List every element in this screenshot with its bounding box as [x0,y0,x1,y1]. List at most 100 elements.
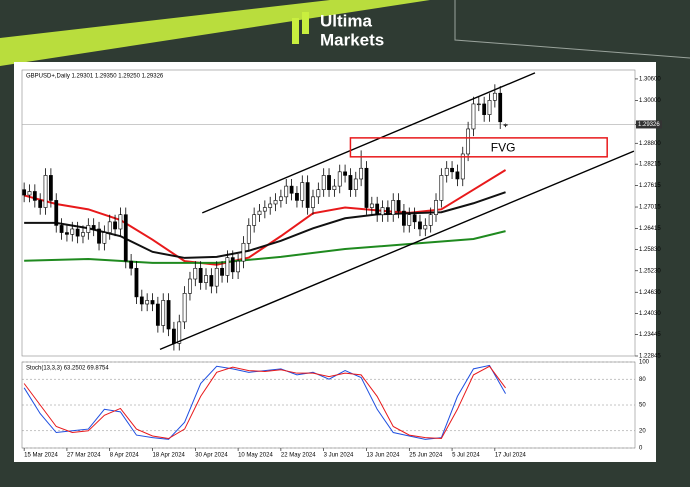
x-tick-label: 17 Jul 2024 [495,453,527,459]
brand: Markets [320,30,384,49]
candle-body [193,267,198,280]
x-tick-label: 22 May 2024 [281,453,316,459]
y-tick-label: 1.28800 [639,141,661,147]
candle-body [423,225,428,230]
y-tick-label: 1.29326 [638,122,660,128]
fvg-label: FVG [491,141,516,155]
candle-body [295,192,299,201]
y-tick-label: 1.26415 [639,226,661,232]
candle-body [214,267,219,287]
price-tag [636,120,662,129]
candle-body [369,203,374,208]
candle-body [434,200,438,215]
candle-body [161,300,166,326]
candle-body [22,189,27,196]
y-tick-label: 1.27615 [639,183,661,189]
candle-body [198,267,203,283]
candle-body [134,267,139,298]
candle-body [402,210,406,226]
x-tick-label: 3 Jun 2024 [324,453,354,459]
candle-body [375,203,380,215]
candle-body [145,300,150,305]
candle-body [91,225,96,230]
y-tick-label: 1.25830 [639,247,661,253]
candle-body [252,214,257,226]
candle-body [182,292,187,323]
x-tick-label: 13 Jun 2024 [366,453,400,459]
x-tick-label: 27 Mar 2024 [67,453,101,459]
candle-body [476,103,481,106]
accent-stripe [0,0,430,66]
brand: Ultima [320,11,373,30]
stoch-line [23,364,506,440]
candle-body [460,153,465,180]
candle-body [311,196,315,208]
candle-body [412,214,417,223]
candle-body [129,260,134,269]
chart-panel [14,62,656,462]
candle-body [81,232,85,237]
fvg-zone [349,137,608,158]
candle-body [107,221,112,233]
candle-body [139,296,144,305]
candle-body [273,200,278,205]
candle-body [316,189,321,198]
y-tick-label: 1.28215 [639,162,661,168]
candle-body [118,214,123,230]
candle-body [482,103,487,115]
candle-body [38,200,43,208]
candle-body [54,200,59,226]
candle-body [385,207,390,215]
candle-body [418,221,422,230]
x-tick-label: 15 Mar 2024 [24,453,58,459]
x-tick-label: 18 Apr 2024 [153,453,186,459]
candle-body [102,232,107,244]
x-tick-label: 10 May 2024 [238,453,273,459]
candle-body [278,196,283,201]
candle-body [188,278,192,294]
candle-body [172,328,176,344]
candle-body [225,257,230,276]
candle-body [455,171,460,180]
candle-body [43,175,48,208]
candle-body [428,214,433,226]
candle-body [97,228,101,244]
candle-body [391,200,396,215]
candle-body [177,321,182,344]
x-tick-label: 8 Apr 2024 [110,453,140,459]
candle-body [284,185,289,198]
candle-body [155,303,160,326]
candle-body [113,221,117,230]
logo-mark [302,12,309,34]
moving-average [23,169,507,266]
stoch-label: Stoch(13,3,3) 63.2502 69.8754 [26,366,109,372]
stoch-tick-label: 20 [639,428,646,434]
candle-body [262,207,267,212]
moving-average [24,230,506,264]
candle-body [498,92,503,123]
candle-body [305,182,310,208]
candle-body [492,92,497,101]
x-tick-label: 5 Jul 2024 [452,453,480,459]
candle-body [487,100,492,115]
candle-body [396,200,401,212]
y-tick-label: 1.24630 [639,290,661,296]
candle-body [209,275,214,287]
candle-body [503,124,508,126]
y-tick-label: 1.23445 [639,332,661,338]
candle-body [444,167,449,176]
trendline [159,150,635,351]
logo-mark [292,18,299,44]
candle-body [268,203,273,208]
candle-body [450,167,454,173]
candle-body [321,175,326,190]
candle-body [343,171,347,176]
stoch-tick-label: 50 [639,403,646,409]
candle-body [123,214,128,262]
chart-title: GBPUSD+,Daily 1.29301 1.29350 1.29250 1.… [26,74,164,80]
stoch-line [23,365,506,440]
candle-body [70,228,75,235]
stoch-tick-label: 0 [639,446,643,452]
candle-body [75,228,80,237]
candle-body [150,300,155,305]
